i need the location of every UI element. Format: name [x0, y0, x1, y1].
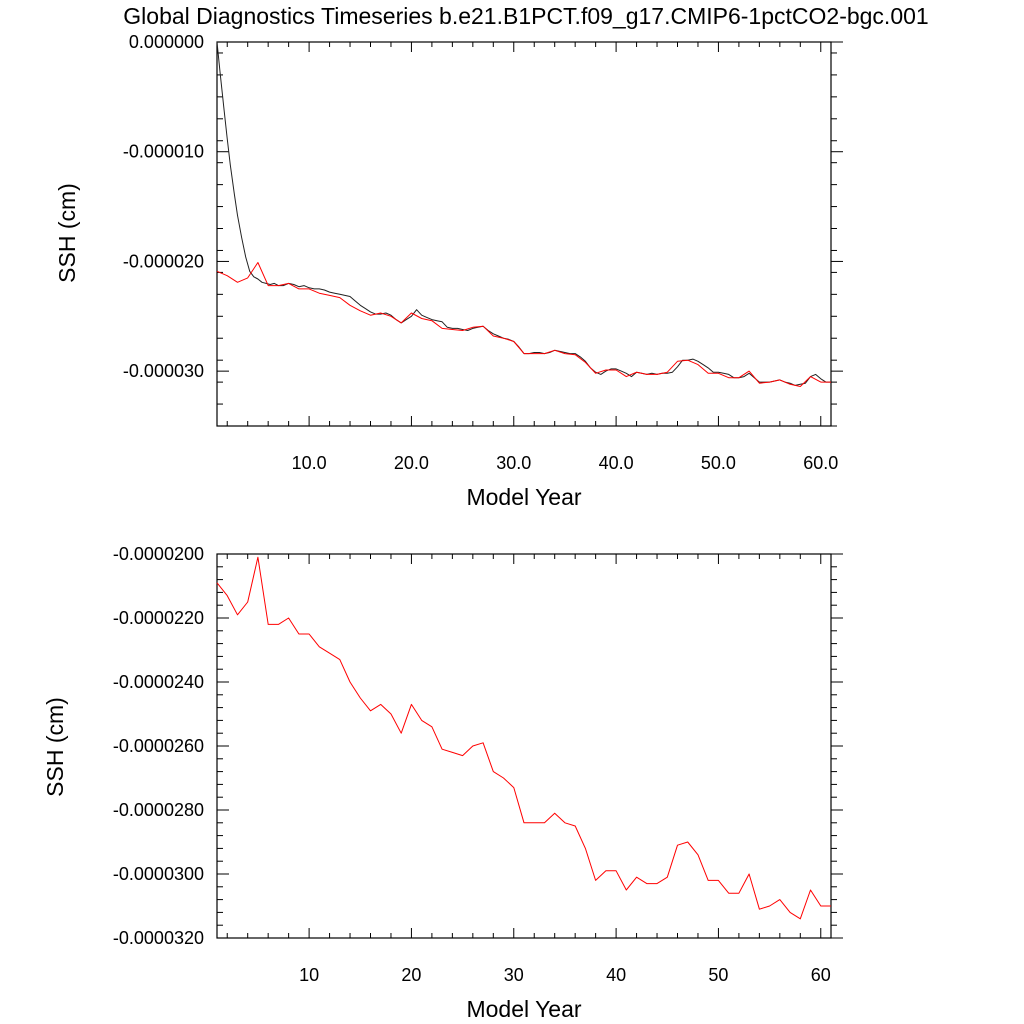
series-line-annual: [216, 262, 831, 387]
x-tick-label: 60.0: [803, 453, 838, 473]
y-tick-label: -0.000010: [123, 142, 204, 162]
x-tick-label: 30: [504, 965, 524, 985]
series-line-annual: [216, 556, 831, 920]
x-axis-label: Model Year: [466, 484, 581, 510]
x-tick-label: 50.0: [701, 453, 736, 473]
y-tick-label: -0.0000260: [113, 736, 204, 756]
y-axis-label: SSH (cm): [42, 697, 68, 797]
y-axis-label: SSH (cm): [54, 183, 80, 283]
y-tick-label: 0.000000: [129, 32, 204, 52]
page-title: Global Diagnostics Timeseries b.e21.B1PC…: [123, 3, 928, 29]
x-tick-label: 10: [299, 965, 319, 985]
y-tick-label: -0.0000220: [113, 608, 204, 628]
y-tick-label: -0.0000200: [113, 544, 204, 564]
y-tick-label: -0.0000320: [113, 928, 204, 948]
y-tick-label: -0.000030: [123, 361, 204, 381]
chart-bottom: Model Year SSH (cm) 10 20 30 40 50 60 -0.00002…: [42, 544, 843, 1022]
x-tick-label: 30.0: [496, 453, 531, 473]
y-tick-label: -0.000020: [123, 251, 204, 271]
plot-frame: [216, 553, 832, 939]
x-tick-label: 50: [708, 965, 728, 985]
x-tick-label: 40: [606, 965, 626, 985]
y-tick-label: -0.0000280: [113, 800, 204, 820]
plot-frame: [216, 41, 832, 427]
x-tick-label: 20.0: [394, 453, 429, 473]
x-axis-label: Model Year: [466, 996, 581, 1022]
series-line-raw: [216, 41, 831, 386]
y-tick-label: -0.0000240: [113, 672, 204, 692]
x-tick-label: 60: [811, 965, 831, 985]
chart-top: Model Year SSH (cm) 10.0 20.0 30.0 40.0 50.0…: [54, 32, 843, 510]
y-tick-label: -0.0000300: [113, 864, 204, 884]
x-tick-label: 40.0: [599, 453, 634, 473]
x-tick-label: 10.0: [292, 453, 327, 473]
x-tick-label: 20: [401, 965, 421, 985]
